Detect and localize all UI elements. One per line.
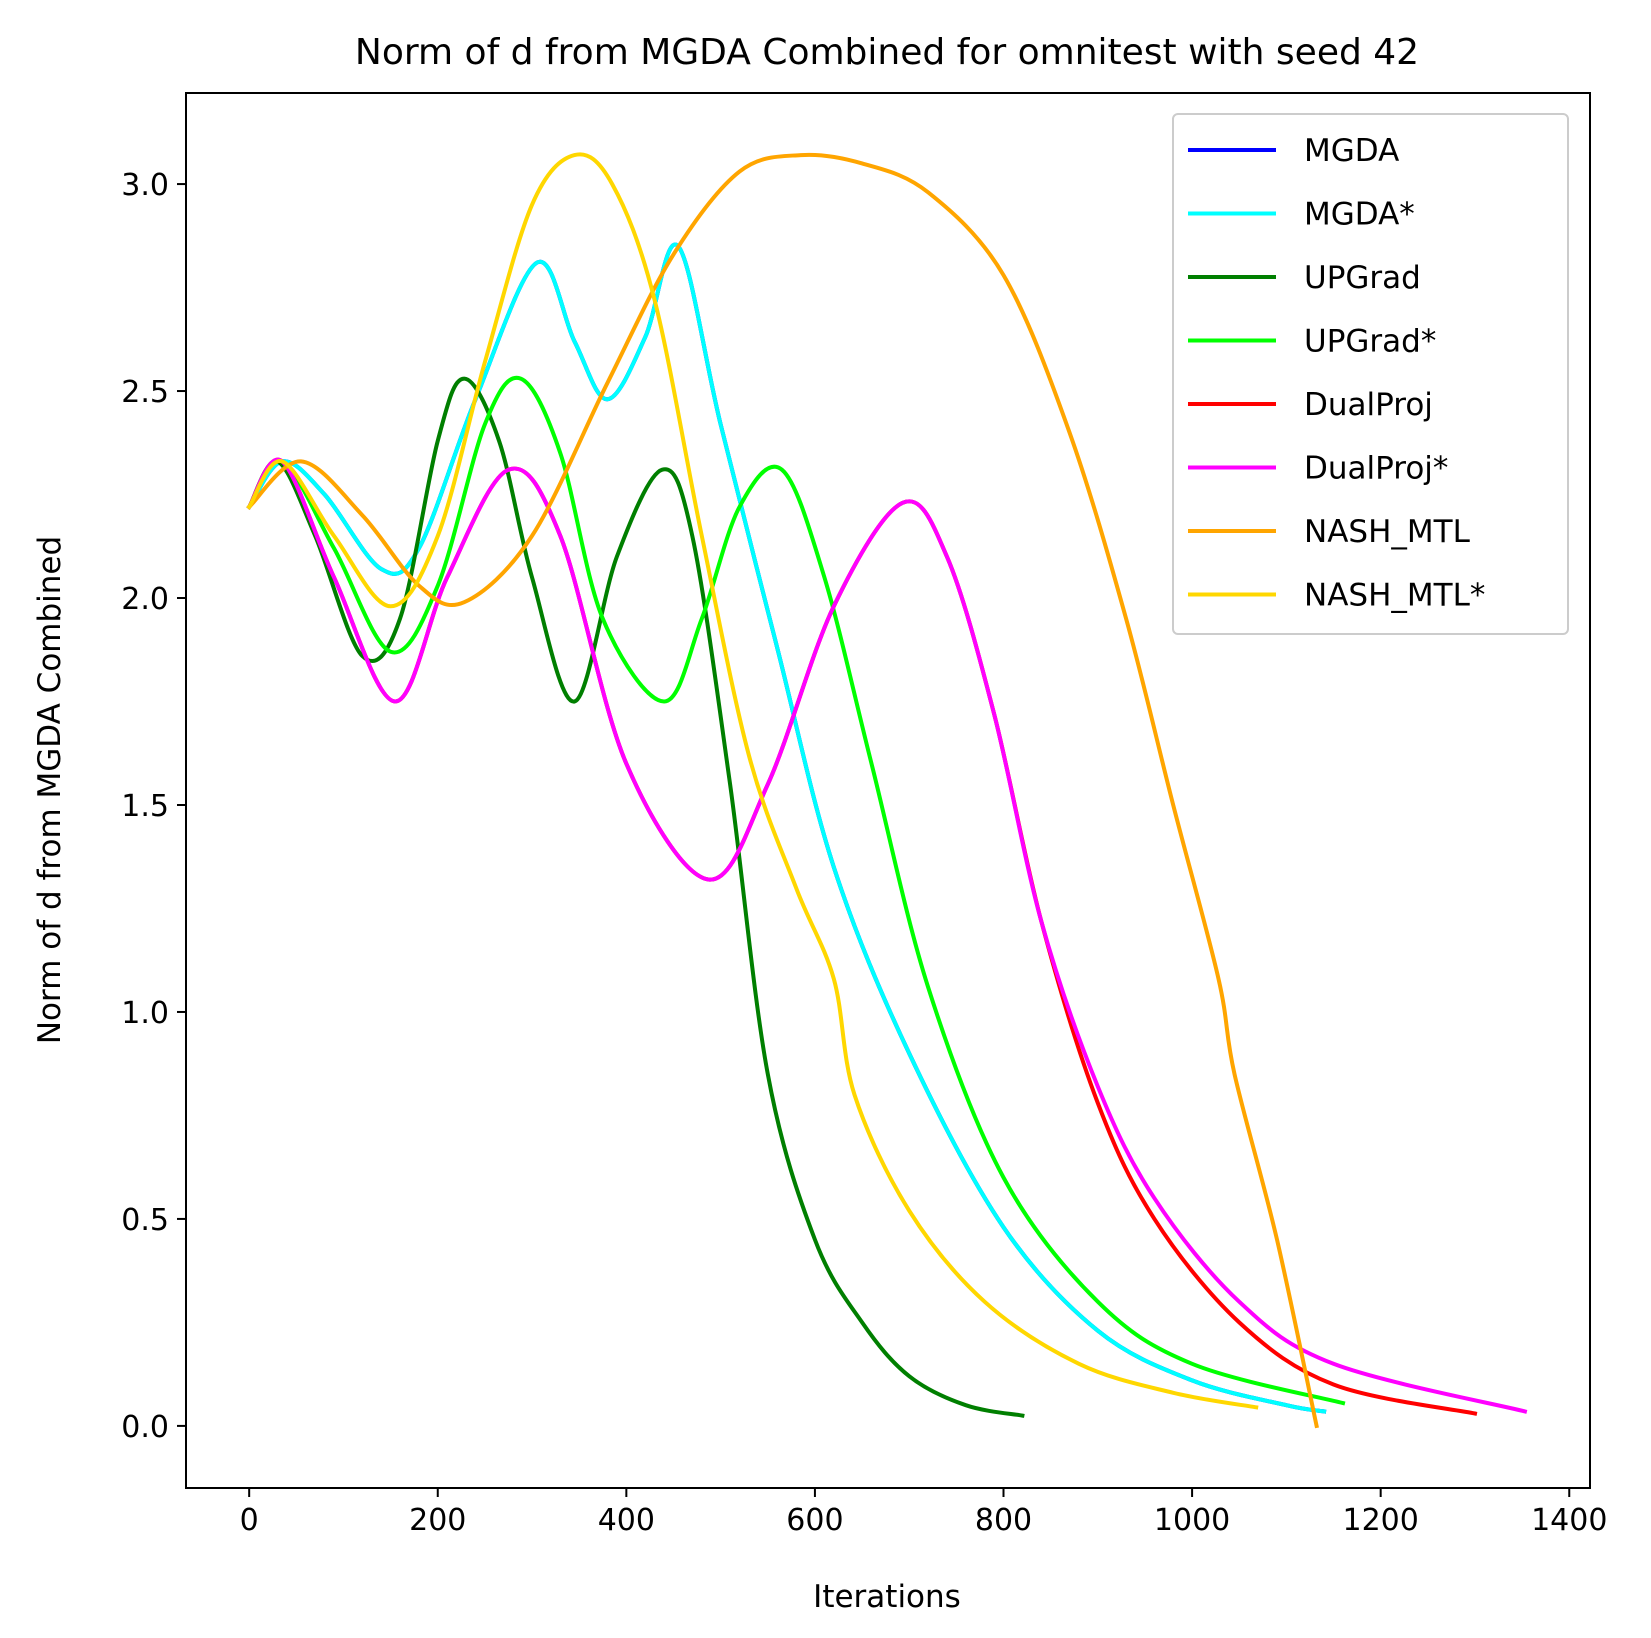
legend-label-mgda-star: MGDA* (1304, 197, 1415, 233)
x-tick-label: 200 (409, 1503, 466, 1538)
series-line-nash-mtl-star (246, 152, 1259, 1410)
x-tick-label: 1000 (1154, 1503, 1230, 1538)
legend-label-nash-mtl: NASH_MTL (1304, 514, 1471, 550)
series-line-mgda (246, 242, 1327, 1414)
legend-label-upgrad: UPGrad (1304, 260, 1421, 296)
series-line-mgda-star (246, 242, 1327, 1414)
y-tick-label: 2.5 (121, 375, 169, 410)
y-axis-label: Norm of d from MGDA Combined (32, 536, 68, 1044)
y-tick-label: 1.0 (121, 996, 169, 1031)
x-tick-label: 600 (786, 1503, 843, 1538)
series-line-upgrad (246, 376, 1025, 1418)
legend-label-mgda: MGDA (1304, 133, 1399, 169)
legend-label-dualproj-star: DualProj* (1304, 451, 1448, 487)
legend-label-nash-mtl-star: NASH_MTL* (1304, 578, 1485, 614)
x-axis-label: Iterations (813, 1579, 961, 1615)
series-line-upgrad-star (246, 375, 1346, 1406)
x-tick-label: 1400 (1531, 1503, 1607, 1538)
y-tick-label: 0.0 (121, 1410, 169, 1445)
y-tick-label: 2.0 (121, 582, 169, 617)
y-tick-label: 3.0 (121, 168, 169, 203)
y-tick-label: 0.5 (121, 1203, 169, 1238)
legend-box (1172, 113, 1569, 635)
plot-frame (185, 92, 1591, 1489)
x-tick-label: 0 (240, 1503, 259, 1538)
legend: MGDA MGDA* UPGrad UPGrad* DualProj DualProj* N… (1172, 113, 1569, 635)
plot-area (246, 152, 1528, 1429)
series-line-dualproj-star (246, 457, 1528, 1414)
y-axis: 0.0 0.5 1.0 1.5 2.0 2.5 3.0 (121, 168, 186, 1445)
series-line-nash-mtl (246, 152, 1319, 1429)
x-axis: 0 200 400 600 800 1000 1200 1400 (240, 1488, 1607, 1538)
chart-title: Norm of d from MGDA Combined for omnites… (355, 32, 1419, 73)
x-tick-label: 800 (975, 1503, 1032, 1538)
legend-label-dualproj: DualProj (1304, 387, 1433, 423)
legend-label-upgrad-star: UPGrad* (1304, 324, 1436, 360)
x-tick-label: 1200 (1342, 1503, 1418, 1538)
x-tick-label: 400 (598, 1503, 655, 1538)
y-tick-label: 1.5 (121, 789, 169, 824)
